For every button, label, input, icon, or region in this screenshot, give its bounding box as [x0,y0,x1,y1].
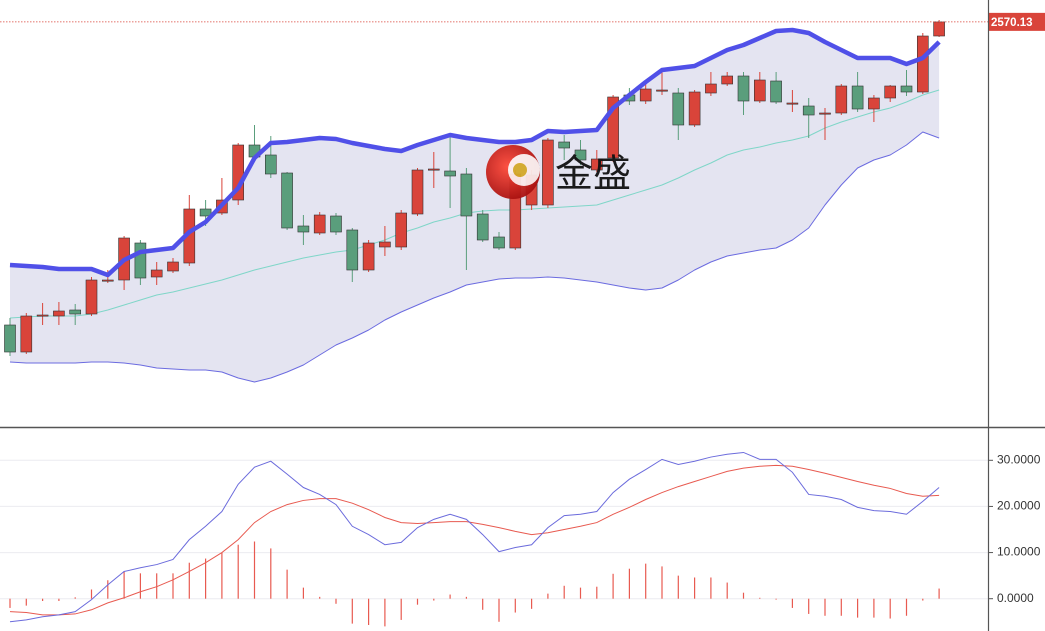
candle-body [916,35,929,93]
candle-body [232,144,244,201]
candle-body [362,242,375,271]
candle-body [69,309,81,315]
dif-line [9,451,940,623]
candle-body [558,141,571,149]
candle-body [705,83,717,94]
candle-body [590,158,603,171]
candle-body [835,85,848,114]
candle-body [313,214,326,234]
candle-body [102,279,114,282]
lower-band [9,131,940,383]
candle-body [427,168,440,171]
candle-body [868,97,880,110]
candle-body [444,170,456,177]
y-tick-label: 10.0000 [997,545,1041,559]
last-price-box [988,12,1045,31]
candle-body [884,85,897,99]
candle-body [297,225,310,233]
candle-body [851,85,864,110]
upper-band [9,27,941,278]
candle-body [933,21,945,37]
candle-body [167,261,179,272]
candle-body [134,242,147,279]
candle-body [4,324,16,353]
watermark-logo: 金盛 [486,145,631,199]
watermark-text: 金盛 [555,152,631,196]
candle-body [737,75,750,102]
candle-body [36,314,49,317]
candle-body [786,102,799,105]
candle-body [20,315,33,353]
candle-body [900,85,913,93]
candle-body [688,91,701,126]
y-tick-label: 20.0000 [997,499,1041,513]
candle-body [411,169,424,215]
candle-body [802,105,815,116]
candle-body [574,149,587,161]
candle-body [493,236,505,249]
candle-body [281,172,293,229]
candle-body [672,92,685,126]
candle-body [460,173,473,217]
candle-body [639,88,652,102]
candle-body [53,310,65,317]
band-fill [10,30,940,382]
candle-body [476,213,489,241]
candle-body [721,75,734,85]
candle-body [150,269,163,278]
middle-band [9,89,940,319]
candle-body [346,229,359,271]
logo-dot [513,163,527,177]
candle-body [264,154,277,175]
last-price-label: 2570.13 [991,17,1033,29]
candle-body [656,89,668,92]
plot-layer: 2570.13 30.0000 20.0000 10.0000 0.0000 [0,12,1045,627]
candle-body [395,212,408,248]
candle-body [379,241,391,248]
candle-body [753,79,766,102]
candle-body [85,279,98,315]
y-tick-label: 0.0000 [997,591,1034,605]
candle-body [607,96,619,159]
candle-body [819,112,831,115]
candle-body [330,215,342,233]
candle-body [542,139,554,206]
candle-body [770,80,782,103]
y-tick-label: 30.0000 [997,452,1041,466]
candle-body [199,208,212,217]
